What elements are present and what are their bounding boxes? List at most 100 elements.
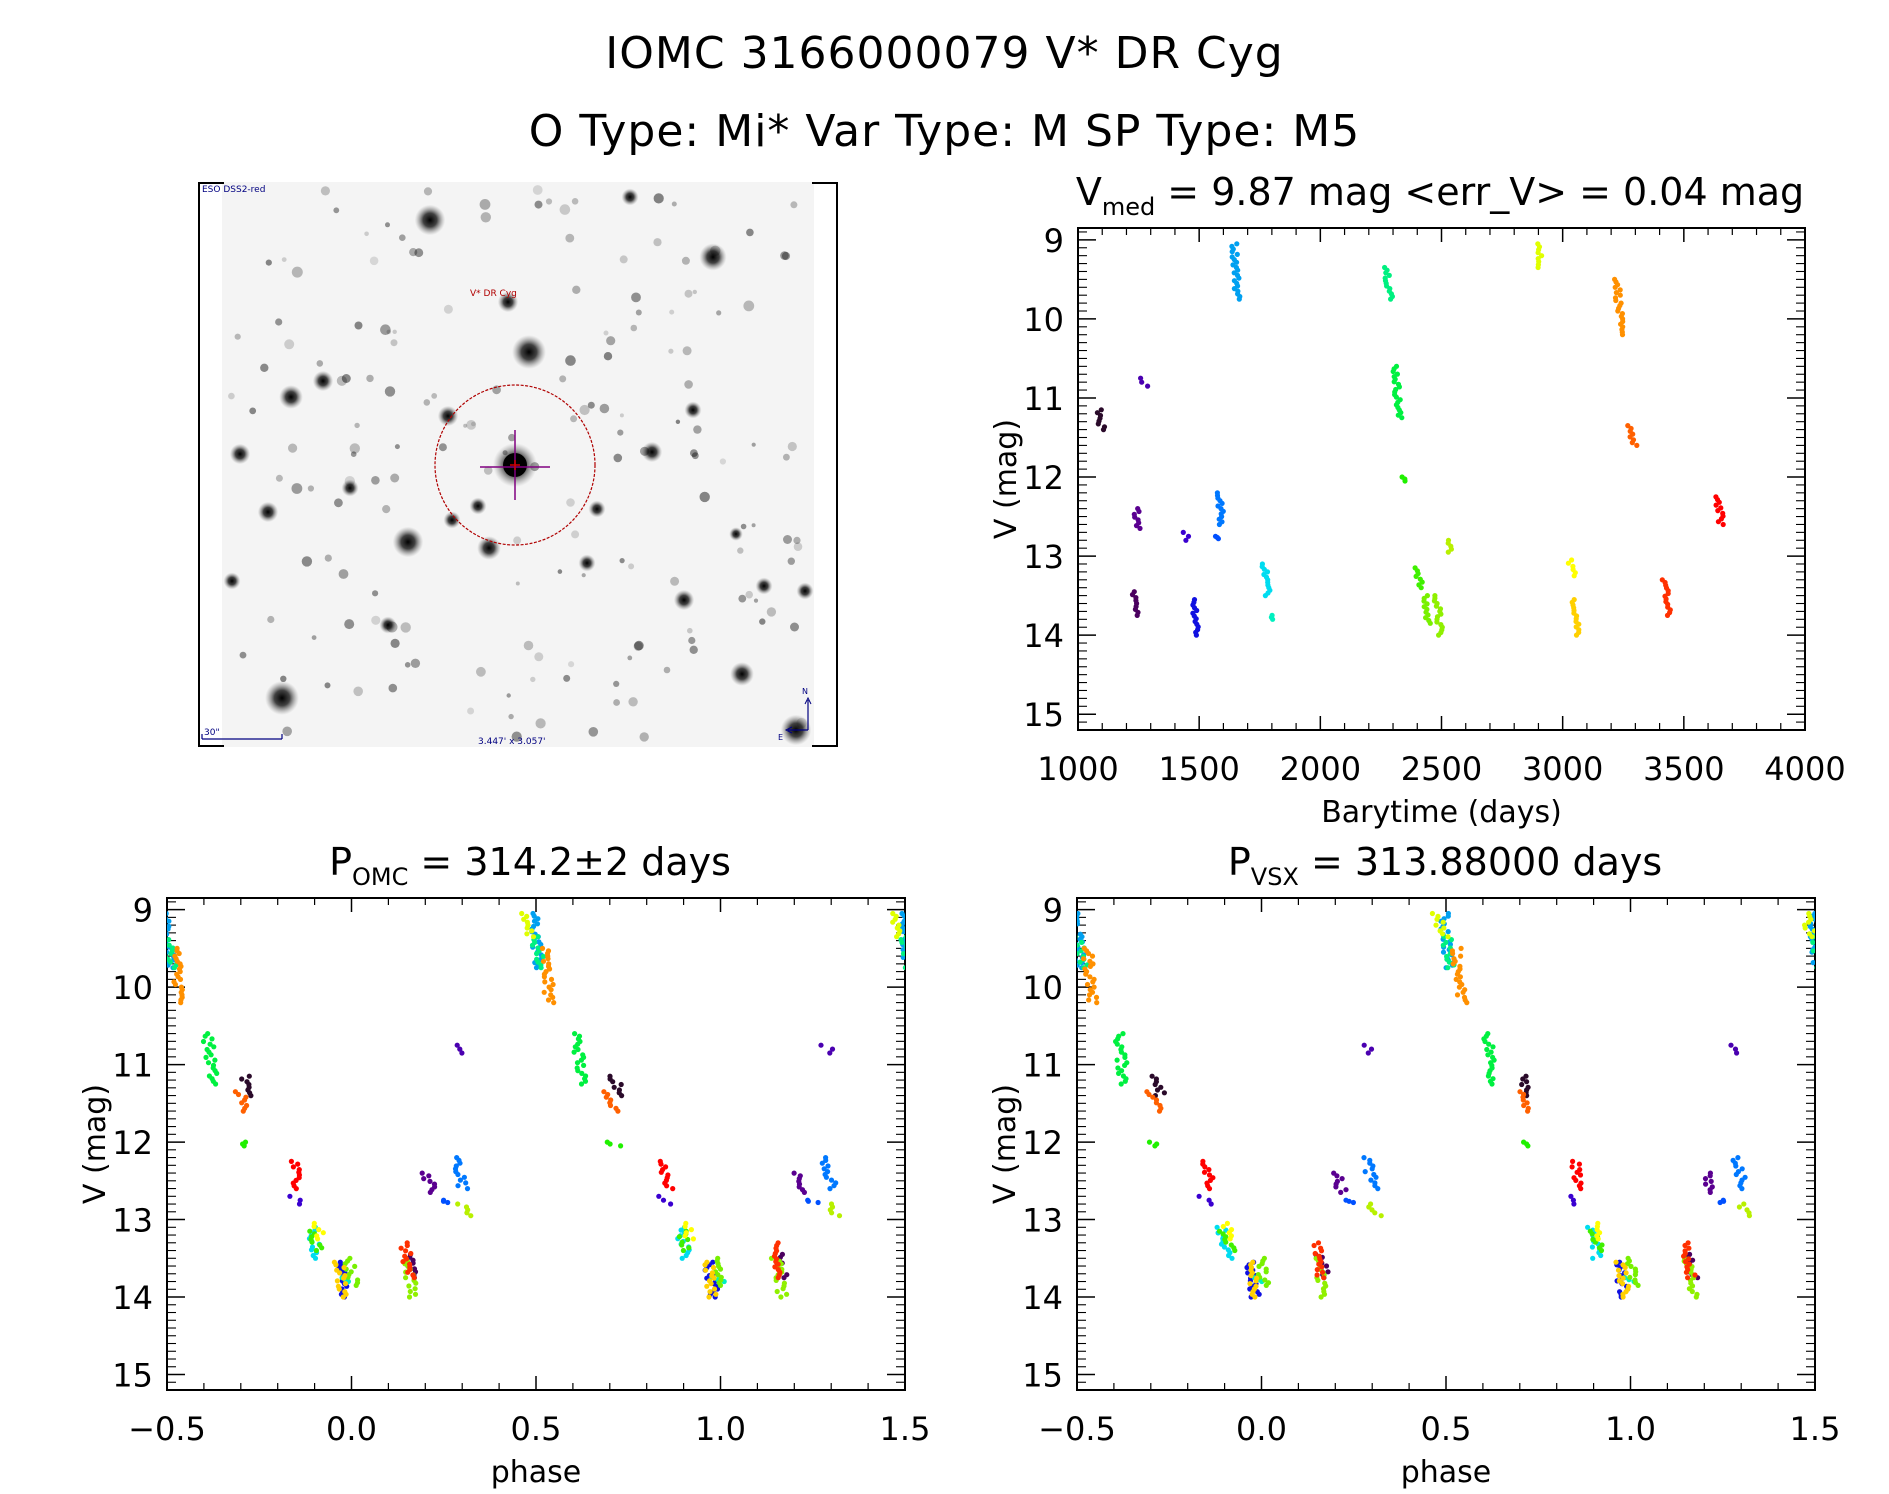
star [653, 193, 664, 204]
star [796, 717, 807, 729]
star [400, 622, 411, 633]
star [628, 697, 638, 707]
phase-vsx-point [1589, 1244, 1595, 1250]
phase-omc-point [910, 954, 915, 959]
star [743, 300, 755, 312]
star [382, 505, 391, 514]
phase-vsx-point [1338, 1189, 1344, 1195]
star [288, 443, 298, 453]
phase-omc-point [320, 1230, 326, 1236]
phase-omc-point [618, 1081, 624, 1088]
phase-vsx-point [1746, 1213, 1752, 1219]
phase-vsx-point [1077, 942, 1080, 948]
lightcurve-point [1535, 264, 1541, 271]
star [745, 590, 753, 599]
lightcurve-point [1399, 415, 1405, 421]
phase-vsx-point [1086, 997, 1092, 1003]
phase-omc-chart: −0.5 0.0 0.5 1.0 1.5 9 10 11 12 13 14 15 phase V (mag… [78, 892, 930, 1490]
phase-omc-point [208, 1052, 214, 1058]
phase-vsx-point [1595, 1236, 1601, 1242]
phase-omc-xtick-label: −0.5 [128, 1410, 206, 1448]
star [480, 212, 491, 223]
phase-omc-point [529, 942, 536, 948]
phase-vsx-point [1818, 943, 1823, 948]
phase-omc-point [579, 1070, 585, 1076]
phase-vsx-point [1620, 1275, 1626, 1281]
phase-omc-point [901, 913, 905, 919]
phase-vsx-point [1263, 1282, 1269, 1288]
sky-image-frame [198, 182, 838, 747]
phase-vsx-point [1814, 919, 1815, 923]
phase-vsx-point [1247, 1281, 1253, 1287]
phase-omc-point [307, 1228, 313, 1234]
phase-omc-point [660, 1197, 667, 1203]
phase-vsx-point [1070, 924, 1075, 929]
lightcurve-point [1145, 383, 1151, 389]
phase-omc-point [352, 1263, 358, 1269]
phase-vsx-point [1346, 1198, 1352, 1204]
phase-vsx-point [1368, 1177, 1374, 1183]
phase-omc-point [708, 1281, 714, 1287]
phase-omc-point [909, 960, 914, 965]
phase-vsx-point [1318, 1248, 1325, 1254]
phase-vsx-point [1439, 931, 1446, 937]
phase-omc-point [160, 940, 165, 945]
phase-vsx-point [1819, 952, 1824, 957]
phase-omc-point [312, 1255, 319, 1261]
phase-omc-point [160, 934, 165, 939]
phase-vsx-point [1362, 1169, 1368, 1175]
star [790, 201, 798, 209]
lightcurve-point [1136, 508, 1142, 515]
star [796, 582, 814, 600]
phase-omc-point [607, 1102, 614, 1109]
phase-omc-point [707, 1289, 713, 1295]
phase-vsx-point [1081, 956, 1087, 962]
star [673, 589, 695, 611]
phase-omc-point [464, 1210, 470, 1216]
phase-vsx-point [1598, 1247, 1605, 1254]
star [671, 201, 677, 207]
phase-vsx-point [1521, 1102, 1527, 1109]
lightcurve-point [1612, 284, 1618, 290]
phase-vsx-point [1224, 1220, 1230, 1226]
phase-vsx-point [1256, 1263, 1262, 1269]
phase-omc-point [533, 965, 540, 971]
phase-omc-point [161, 921, 166, 926]
phase-vsx-point [1115, 1065, 1121, 1071]
star [390, 339, 398, 347]
star [316, 360, 324, 367]
star [497, 291, 519, 313]
star [631, 292, 641, 303]
phase-vsx-point [1318, 1294, 1324, 1300]
star [635, 309, 642, 316]
lightcurve-point [1133, 523, 1140, 529]
star [344, 476, 355, 487]
phase-vsx-point [1319, 1264, 1325, 1270]
lightcurve-point [1396, 384, 1402, 390]
phase-omc-point [202, 1033, 208, 1039]
phase-omc-point [909, 952, 914, 957]
phase-omc-point [904, 946, 905, 950]
phase-vsx-point [1202, 1164, 1208, 1170]
star [414, 248, 424, 258]
phase-omc-point [406, 1283, 412, 1289]
phase-omc-point [571, 1049, 577, 1055]
phase-omc-point [158, 914, 163, 919]
star [793, 536, 801, 544]
phase-vsx-xtick-label: 1.5 [1790, 1410, 1841, 1448]
phase-vsx-point [1681, 1253, 1687, 1259]
phase-vsx-point [1809, 934, 1815, 940]
star [619, 413, 624, 418]
phase-vsx-point [1457, 974, 1463, 980]
star [371, 476, 380, 485]
phase-omc-point [455, 1171, 461, 1178]
phase-omc-point [309, 1239, 315, 1245]
phase-omc-point [342, 1281, 349, 1287]
phase-vsx-xtick-label: 0.0 [1236, 1410, 1287, 1448]
figure-title: IOMC 3166000079 V* DR Cyg [605, 28, 1284, 79]
phase-omc-point [295, 1161, 301, 1167]
lightcurve-point [1418, 585, 1424, 591]
phase-vsx-point [1087, 974, 1093, 980]
phase-omc-point [679, 1242, 685, 1248]
star [284, 339, 295, 350]
